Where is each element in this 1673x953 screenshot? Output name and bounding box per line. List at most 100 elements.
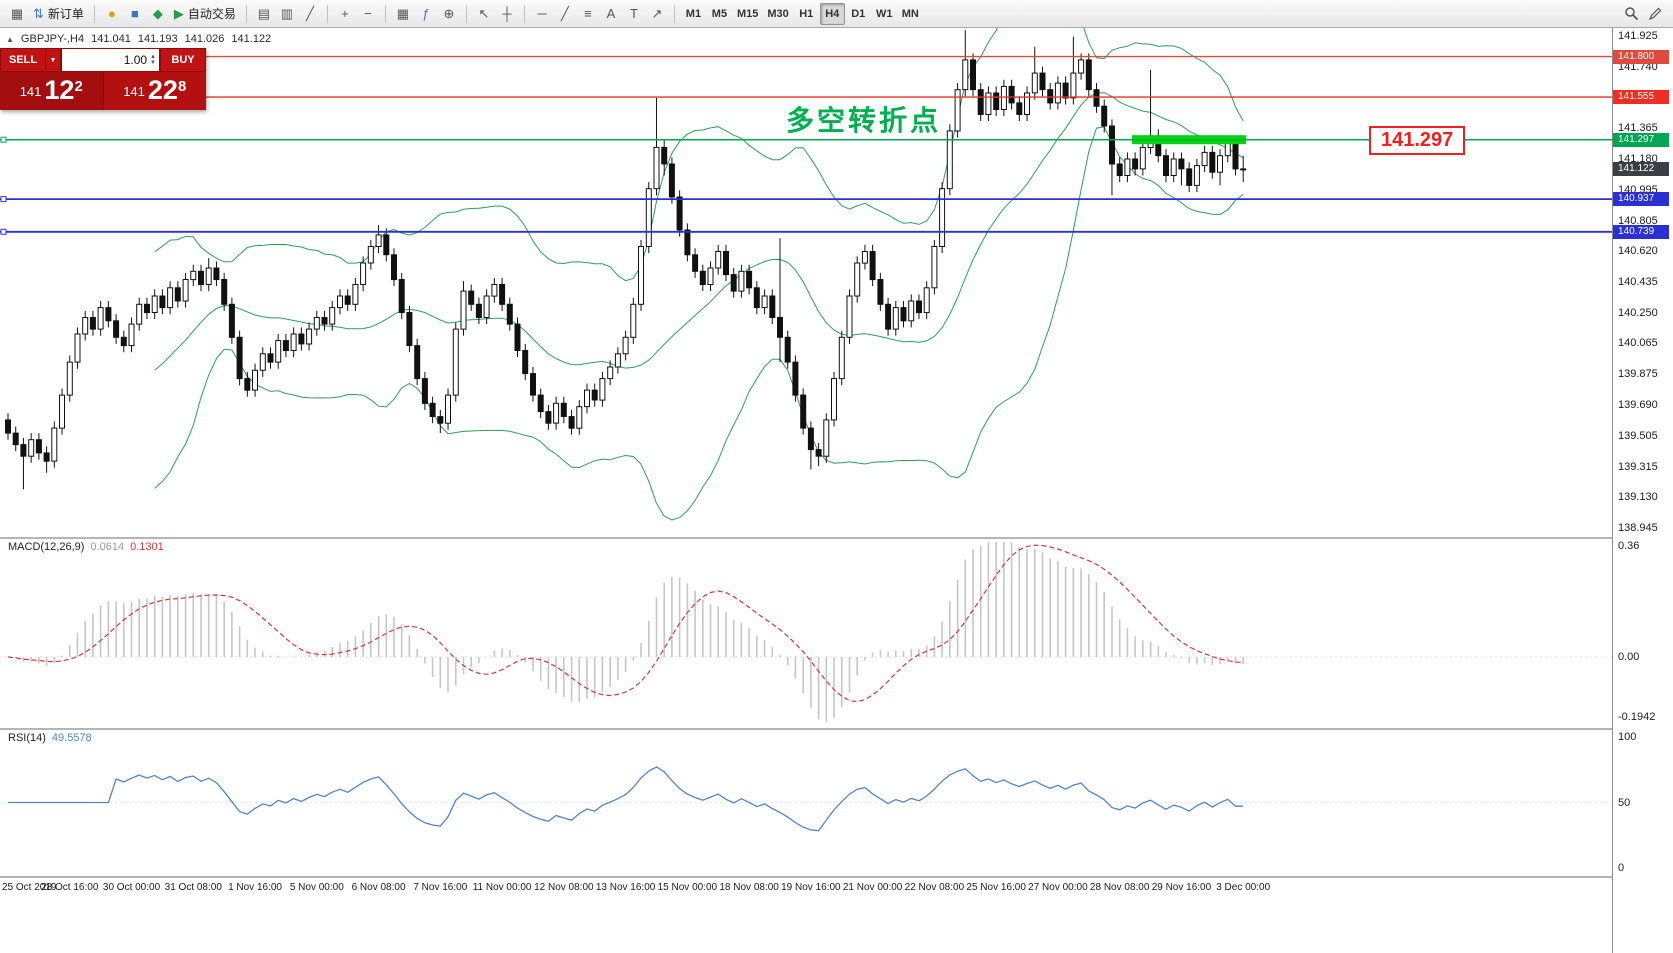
chart-window-button[interactable]: ▦ bbox=[6, 3, 28, 25]
trade-panel-prices: 141 12 2 141 22 8 bbox=[0, 72, 206, 110]
crosshair-button[interactable]: ┼ bbox=[496, 3, 518, 25]
line-handle[interactable] bbox=[0, 196, 7, 203]
line-handle[interactable] bbox=[0, 228, 7, 235]
price-tick: 140.435 bbox=[1618, 276, 1658, 288]
buy-price[interactable]: 141 22 8 bbox=[102, 72, 206, 110]
volume-input[interactable]: 1.00 ▲ ▼ bbox=[61, 48, 160, 72]
buy-button[interactable]: BUY bbox=[160, 48, 206, 72]
price-tick: 141.925 bbox=[1618, 30, 1658, 42]
experts-icon: ■ bbox=[130, 6, 139, 21]
objects-button[interactable]: ⊕ bbox=[438, 3, 460, 25]
time-label: 28 Oct 16:00 bbox=[41, 882, 99, 893]
timeframe-button-m1[interactable]: M1 bbox=[681, 3, 706, 25]
macd-axis-label: -0.1942 bbox=[1618, 710, 1656, 723]
price-tick: 140.250 bbox=[1618, 306, 1658, 319]
zoom-out-ic: − bbox=[364, 6, 372, 21]
tile-windows-button[interactable]: ▦ bbox=[392, 3, 414, 25]
price-tick: 139.315 bbox=[1618, 460, 1658, 473]
high-value: 141.193 bbox=[137, 33, 178, 45]
time-label: 13 Nov 16:00 bbox=[595, 882, 656, 893]
rsi-canvas[interactable] bbox=[0, 728, 1612, 876]
candlestick-chart-button[interactable]: ▥ bbox=[276, 3, 298, 25]
time-label: 19 Nov 16:00 bbox=[781, 882, 841, 893]
candles-layer bbox=[5, 30, 1247, 490]
timeframe-button-h4[interactable]: H4 bbox=[819, 2, 845, 25]
timeframe-button-h1[interactable]: H1 bbox=[794, 3, 819, 25]
zoom-in-button[interactable]: + bbox=[334, 3, 356, 25]
trendline-button[interactable]: ╱ bbox=[554, 3, 576, 25]
macd-canvas[interactable] bbox=[0, 537, 1612, 728]
arrow-tool-button[interactable]: ↗ bbox=[646, 3, 668, 25]
buy-price-big: 22 bbox=[147, 75, 178, 105]
time-label: 27 Nov 00:00 bbox=[1028, 882, 1088, 893]
trade-panel-top-row: SELL ▼ 1.00 ▲ ▼ BUY bbox=[0, 48, 206, 72]
chart-annotation-text[interactable]: 多空转折点 bbox=[786, 105, 942, 136]
sell-price[interactable]: 141 12 2 bbox=[0, 72, 103, 110]
sell-options-dropdown[interactable]: ▼ bbox=[46, 48, 61, 72]
top-toolbar: ▦ ⇅ 新订单 ● ■ ◆ ▶ 自动交易 ▤ ▥ ╱ + − ▦ ƒ ⊕ ↖ ┼ ─… bbox=[0, 0, 1673, 28]
search-button[interactable] bbox=[1620, 3, 1643, 25]
price-tick: 139.875 bbox=[1618, 368, 1658, 381]
pane-divider[interactable] bbox=[0, 728, 1673, 730]
time-axis[interactable]: 25 Oct 2019 28 Oct 16:00 30 Oct 00:00 31 Oc… bbox=[0, 878, 1612, 898]
label-tool-button[interactable]: T bbox=[623, 3, 645, 25]
timeframe-button-m30[interactable]: M30 bbox=[763, 3, 792, 25]
buy-price-sup: 8 bbox=[177, 78, 187, 95]
pane-divider[interactable] bbox=[0, 537, 1673, 539]
macd-pane-label: MACD(12,26,9) 0.0614 0.1301 bbox=[8, 541, 164, 553]
fibonacci-icon: ≡ bbox=[584, 6, 592, 21]
new-order-button[interactable]: ⇅ 新订单 bbox=[29, 3, 88, 25]
bollinger-lower-band bbox=[154, 126, 1244, 521]
price-tick: 139.690 bbox=[1618, 399, 1658, 411]
text-tool-button[interactable]: A bbox=[600, 3, 622, 25]
alerts-button[interactable]: ● bbox=[101, 3, 123, 25]
time-label: 21 Nov 00:00 bbox=[842, 882, 903, 893]
macd-axis-label: 0.00 bbox=[1618, 651, 1640, 663]
price-badge-141.297: 141.297 bbox=[1613, 132, 1669, 147]
experts-button[interactable]: ■ bbox=[124, 3, 146, 25]
horizontal-line-button[interactable]: ─ bbox=[531, 3, 553, 25]
fibonacci-button[interactable]: ≡ bbox=[577, 3, 599, 25]
objects-icon: ⊕ bbox=[443, 5, 455, 21]
new-order-icon: ⇅ bbox=[33, 5, 44, 21]
horizontal-line-icon: ─ bbox=[537, 6, 547, 21]
label-tool-icon: T bbox=[629, 6, 638, 21]
time-label: 25 Nov 16:00 bbox=[966, 882, 1026, 893]
timeframe-button-m5[interactable]: M5 bbox=[707, 3, 732, 25]
line-chart-button[interactable]: ╱ bbox=[299, 3, 321, 25]
price-axis[interactable]: 141.925141.740141.555141.365141.180140.9… bbox=[1612, 28, 1673, 953]
rsi-title: RSI(14) bbox=[8, 732, 46, 744]
sell-button[interactable]: SELL bbox=[0, 48, 46, 72]
timeframe-button-mn[interactable]: MN bbox=[898, 3, 923, 25]
main-chart-canvas[interactable] bbox=[0, 28, 1612, 537]
time-label: 3 Dec 00:00 bbox=[1216, 882, 1271, 893]
cursor-button[interactable]: ↖ bbox=[473, 3, 495, 25]
bollinger-middle-band bbox=[154, 92, 1244, 371]
rsi-axis-label: 0 bbox=[1618, 862, 1625, 874]
time-label: 30 Oct 00:00 bbox=[102, 882, 161, 893]
timeframe-button-w1[interactable]: W1 bbox=[872, 3, 897, 25]
volume-spinner[interactable]: ▲ ▼ bbox=[150, 54, 156, 66]
rsi-line bbox=[8, 766, 1244, 832]
auto-trading-button[interactable]: ▶ 自动交易 bbox=[170, 3, 240, 25]
timeframe-button-d1[interactable]: D1 bbox=[846, 3, 871, 25]
edit-button[interactable] bbox=[1644, 3, 1667, 25]
timeframe-button-m15[interactable]: M15 bbox=[733, 3, 762, 25]
sell-price-prefix: 141 bbox=[19, 84, 42, 99]
chevron-down-icon: ▼ bbox=[49, 56, 57, 64]
trendline-icon: ╱ bbox=[561, 5, 569, 21]
tile-windows-icon: ▦ bbox=[396, 5, 410, 21]
indicators-icon: ƒ bbox=[422, 6, 430, 21]
price-callout-box[interactable]: 141.297 bbox=[1369, 126, 1466, 155]
zoom-out-button[interactable]: − bbox=[357, 3, 379, 25]
price-badge-140.739: 140.739 bbox=[1613, 224, 1669, 239]
bar-chart-button[interactable]: ▤ bbox=[253, 3, 275, 25]
pane-divider bbox=[0, 876, 1673, 878]
buy-price-prefix: 141 bbox=[123, 84, 145, 99]
line-handle[interactable] bbox=[0, 136, 7, 143]
toolbar-separator bbox=[673, 4, 675, 23]
scripts-button[interactable]: ◆ bbox=[147, 3, 169, 25]
indicators-button[interactable]: ƒ bbox=[415, 3, 437, 25]
time-label: 5 Nov 00:00 bbox=[289, 882, 344, 893]
zoom-in-icon: + bbox=[341, 6, 349, 21]
